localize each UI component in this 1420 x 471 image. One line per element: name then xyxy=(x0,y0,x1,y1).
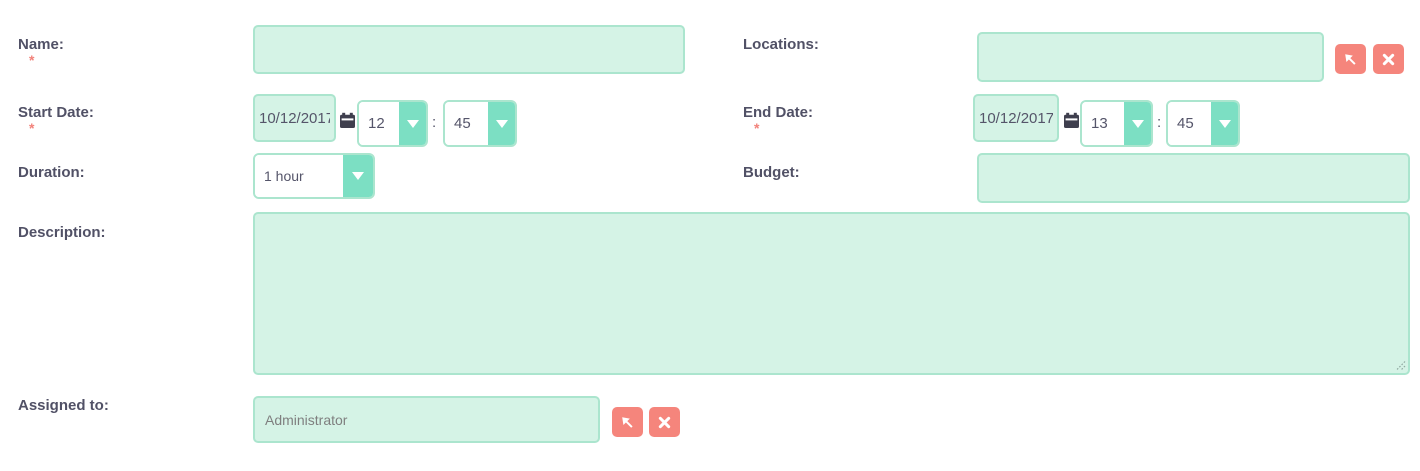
locations-select-button[interactable] xyxy=(1335,44,1366,74)
duration-select[interactable]: 1 hour xyxy=(253,153,375,199)
end-hour-select[interactable]: 13 xyxy=(1080,100,1153,147)
start-date-label-text: Start Date: xyxy=(18,104,94,121)
clear-x-icon xyxy=(658,416,671,429)
description-textarea[interactable] xyxy=(253,212,1410,375)
clear-x-icon xyxy=(1382,53,1395,66)
locations-label-text: Locations: xyxy=(743,36,819,53)
end-minute-select[interactable]: 45 xyxy=(1166,100,1240,147)
required-marker: * xyxy=(29,120,35,136)
name-label: Name: * xyxy=(18,36,64,68)
start-hour-select[interactable]: 12 xyxy=(357,100,428,147)
assigned-to-clear-button[interactable] xyxy=(649,407,680,437)
calendar-icon[interactable] xyxy=(339,112,356,129)
assigned-to-select-button[interactable] xyxy=(612,407,643,437)
time-separator: : xyxy=(1157,114,1162,131)
assigned-to-label-text: Assigned to: xyxy=(18,397,109,414)
start-hour-value: 12 xyxy=(359,102,399,145)
chevron-down-icon xyxy=(488,102,515,145)
locations-clear-button[interactable] xyxy=(1373,44,1404,74)
assigned-to-label: Assigned to: xyxy=(18,398,109,414)
start-minute-value: 45 xyxy=(445,102,488,145)
name-label-text: Name: xyxy=(18,36,64,53)
end-date-label: End Date: * xyxy=(743,104,814,136)
duration-label-text: Duration: xyxy=(18,164,85,181)
budget-input[interactable] xyxy=(977,153,1410,203)
end-hour-value: 13 xyxy=(1082,102,1124,145)
chevron-down-icon xyxy=(1211,102,1238,145)
cursor-arrow-icon xyxy=(1343,52,1358,67)
duration-label: Duration: xyxy=(18,165,85,181)
end-date-label-text: End Date: xyxy=(743,104,814,121)
time-separator: : xyxy=(432,114,437,131)
chevron-down-icon xyxy=(1124,102,1151,145)
budget-label: Budget: xyxy=(743,165,800,181)
description-label: Description: xyxy=(18,225,106,241)
budget-label-text: Budget: xyxy=(743,164,800,181)
calendar-icon[interactable] xyxy=(1063,112,1080,129)
duration-value: 1 hour xyxy=(255,155,343,197)
chevron-down-icon xyxy=(399,102,426,145)
name-input[interactable] xyxy=(253,25,685,74)
cursor-arrow-icon xyxy=(620,415,635,430)
locations-label: Locations: xyxy=(743,37,819,53)
assigned-to-input[interactable] xyxy=(253,396,600,443)
locations-input[interactable] xyxy=(977,32,1324,82)
required-marker: * xyxy=(29,52,35,68)
chevron-down-icon xyxy=(343,155,373,197)
end-minute-value: 45 xyxy=(1168,102,1211,145)
start-date-input[interactable] xyxy=(253,94,336,142)
end-date-input[interactable] xyxy=(973,94,1059,142)
start-minute-select[interactable]: 45 xyxy=(443,100,517,147)
start-date-label: Start Date: * xyxy=(18,104,94,136)
required-marker: * xyxy=(754,120,760,136)
description-label-text: Description: xyxy=(18,224,106,241)
